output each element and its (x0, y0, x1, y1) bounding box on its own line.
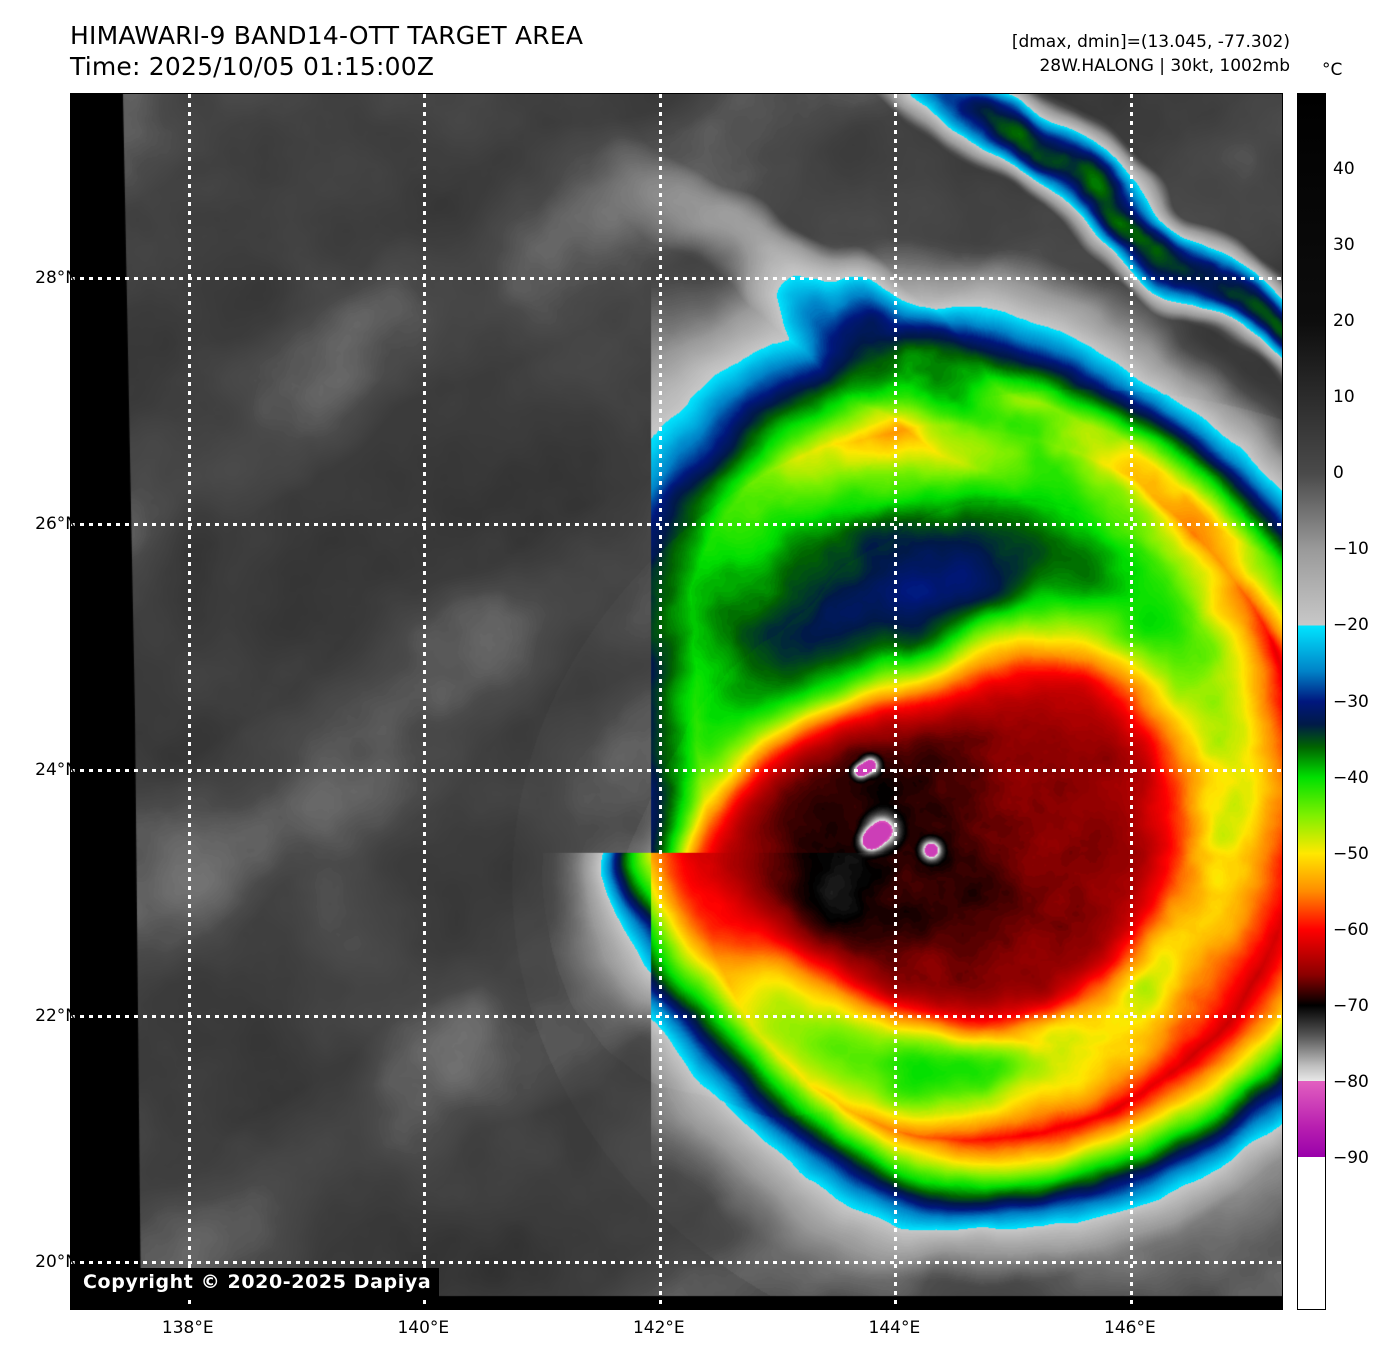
lat-tick-20: 20°N (35, 1251, 78, 1272)
colorbar-tick--70: −70 (1333, 995, 1369, 1016)
colorbar-tick--90: −90 (1333, 1147, 1369, 1168)
storm-info-text: [dmax, dmin]=(13.045, -77.302) 28W.HALON… (1011, 32, 1290, 76)
infrared-satellite-imagery (71, 94, 1282, 1309)
colorbar-tick-30: 30 (1333, 235, 1355, 256)
lon-tick-144: 144°E (868, 1318, 921, 1338)
colorbar-tick-40: 40 (1333, 159, 1355, 180)
colorbar-tick--40: −40 (1333, 767, 1369, 788)
colorbar-gradient (1298, 94, 1325, 1309)
colorbar-unit-label: °C (1322, 60, 1343, 80)
colorbar-tick-20: 20 (1333, 311, 1355, 332)
temperature-colorbar[interactable] (1297, 93, 1326, 1310)
lon-tick-140: 140°E (397, 1318, 450, 1338)
colorbar-tick--50: −50 (1333, 843, 1369, 864)
satellite-image-panel[interactable]: Copyright © 2020-2025 Dapiya (70, 93, 1283, 1310)
lon-tick-146: 146°E (1104, 1318, 1156, 1338)
lat-tick-22: 22°N (35, 1005, 78, 1026)
lat-tick-26: 26°N (35, 514, 78, 535)
page-title: HIMAWARI-9 BAND14-OTT TARGET AREA Time: … (70, 21, 584, 81)
colorbar-tick--20: −20 (1333, 615, 1369, 636)
lon-tick-142: 142°E (632, 1318, 685, 1338)
lon-tick-138: 138°E (161, 1318, 214, 1338)
colorbar-tick--80: −80 (1333, 1071, 1369, 1092)
lat-tick-24: 24°N (35, 760, 78, 781)
lat-tick-28: 28°N (35, 268, 78, 289)
colorbar-tick--30: −30 (1333, 691, 1369, 712)
colorbar-tick-0: 0 (1333, 463, 1344, 484)
copyright-notice: Copyright © 2020-2025 Dapiya (75, 1268, 440, 1297)
colorbar-tick--10: −10 (1333, 539, 1369, 560)
colorbar-tick-10: 10 (1333, 387, 1355, 408)
colorbar-tick--60: −60 (1333, 919, 1369, 940)
